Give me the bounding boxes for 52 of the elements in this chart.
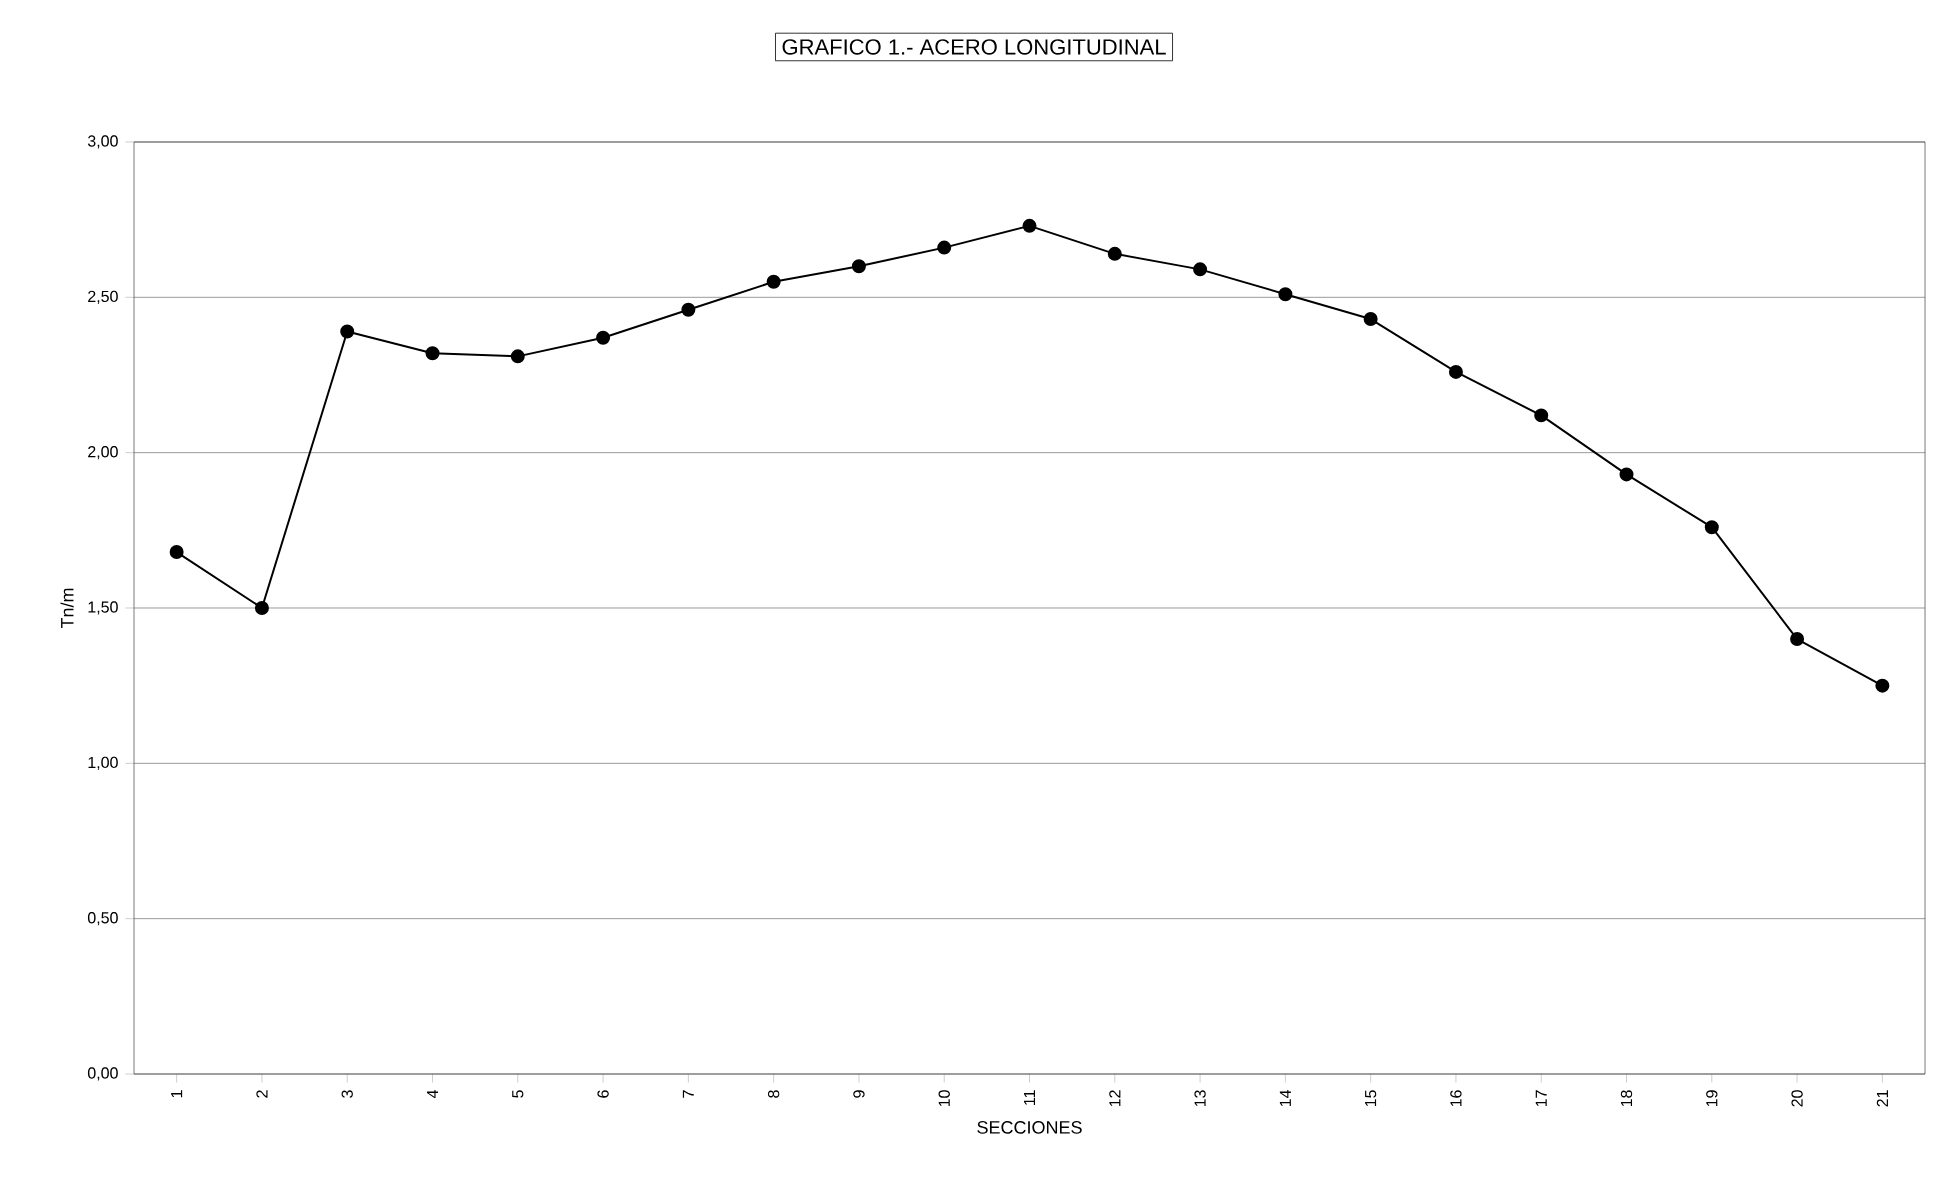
chart-title: GRAFICO 1.- ACERO LONGITUDINAL: [782, 39, 1166, 55]
x-tick-label: 12: [1109, 1090, 1121, 1107]
point: [510, 349, 525, 364]
y-axis-title: Tn/m: [60, 588, 74, 629]
point: [1534, 408, 1549, 423]
x-tick-label: 10: [938, 1090, 950, 1107]
point: [1875, 678, 1890, 693]
x-tick-label: 1: [171, 1090, 183, 1098]
point: [851, 259, 866, 274]
x-tick-label: 18: [1620, 1090, 1633, 1107]
point: [340, 324, 355, 339]
x-tick-label: 16: [1450, 1090, 1462, 1107]
y-tick-label: 1,50: [88, 601, 118, 615]
point: [1448, 364, 1463, 379]
x-tick-label: 3: [341, 1090, 353, 1098]
x-tick-label: 5: [512, 1090, 524, 1098]
x-tick-label: 7: [682, 1090, 694, 1098]
y-tick-label: 0,50: [87, 912, 118, 926]
point: [1363, 312, 1378, 327]
point: [254, 600, 269, 615]
y-tick-label: 1,00: [88, 756, 118, 770]
x-tick-label: 13: [1194, 1090, 1206, 1107]
point: [681, 302, 696, 317]
y-tick-label: 2,00: [88, 446, 118, 460]
x-tick-label: 15: [1365, 1090, 1377, 1107]
x-tick-label: 8: [767, 1090, 780, 1098]
point: [1790, 632, 1805, 647]
point: [1278, 287, 1293, 302]
point: [1619, 467, 1634, 482]
point: [596, 330, 611, 345]
point: [1107, 246, 1122, 261]
x-tick-label: 6: [597, 1090, 609, 1098]
x-tick-label: 17: [1535, 1090, 1547, 1107]
point: [1022, 218, 1037, 233]
point: [1704, 520, 1719, 535]
x-tick-label: 19: [1706, 1090, 1718, 1107]
x-tick-label: 9: [853, 1090, 865, 1098]
x-tick-label: 2: [256, 1090, 268, 1098]
point: [169, 545, 184, 560]
x-tick-label: 20: [1791, 1090, 1803, 1107]
point: [766, 274, 781, 289]
x-tick-label: 14: [1279, 1090, 1291, 1107]
x-axis-title: SECCIONES: [977, 1121, 1082, 1134]
y-tick-label: 2,50: [88, 290, 118, 304]
point: [937, 240, 952, 255]
y-tick-label: 0,00: [87, 1067, 118, 1081]
point: [1193, 262, 1208, 277]
y-tick-label: 3,00: [87, 135, 118, 149]
x-tick-label: 4: [427, 1090, 439, 1099]
x-tick-label: 11: [1024, 1090, 1036, 1105]
x-tick-label: 21: [1876, 1090, 1888, 1107]
point: [425, 346, 440, 361]
